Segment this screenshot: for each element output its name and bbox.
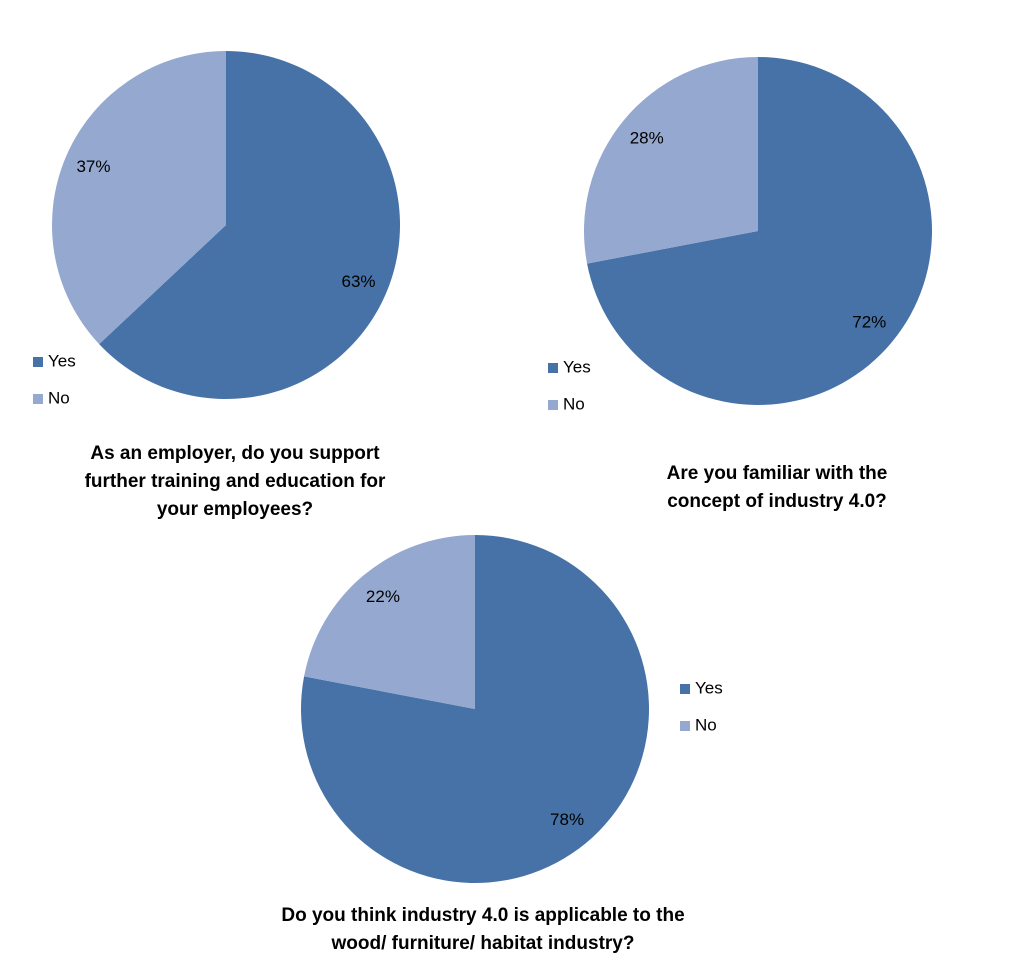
legend-swatch bbox=[548, 363, 558, 373]
legend-swatch bbox=[548, 400, 558, 410]
pie-slice bbox=[587, 57, 932, 405]
chart-title: Do you think industry 4.0 is applicable … bbox=[281, 905, 685, 954]
legend-label: No bbox=[695, 715, 717, 734]
chart-title: Are you familiar with the concept of ind… bbox=[666, 463, 888, 512]
pie-slice bbox=[304, 535, 475, 709]
data-label: 78% bbox=[550, 810, 584, 829]
legend-label: Yes bbox=[563, 357, 591, 376]
pie-slice bbox=[584, 57, 758, 264]
pie-slice bbox=[99, 51, 400, 400]
data-label: 72% bbox=[852, 313, 886, 332]
legend-swatch bbox=[680, 684, 690, 694]
chart-title: As an employer, do you support further t… bbox=[84, 443, 386, 520]
data-label: 63% bbox=[342, 272, 376, 291]
legend-label: Yes bbox=[48, 351, 76, 370]
legend-label: No bbox=[563, 394, 585, 413]
legend-swatch bbox=[680, 721, 690, 731]
legend-swatch bbox=[33, 357, 43, 367]
data-label: 22% bbox=[366, 587, 400, 606]
pie-slice bbox=[301, 535, 650, 883]
data-label: 37% bbox=[76, 157, 110, 176]
data-label: 28% bbox=[630, 128, 664, 147]
pie-slice bbox=[51, 51, 227, 345]
legend-label: Yes bbox=[695, 678, 723, 697]
legend-swatch bbox=[33, 394, 43, 404]
legend-label: No bbox=[48, 388, 70, 407]
